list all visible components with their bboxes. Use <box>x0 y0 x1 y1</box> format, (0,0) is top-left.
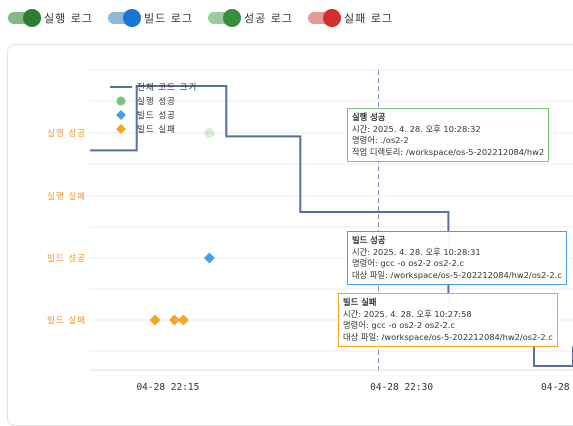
switch-knob <box>322 9 341 27</box>
switch-track <box>207 9 241 27</box>
tooltip-build-fail: 빌드 실패 시간: 2025. 4. 28. 오후 10:27:58 명령어: … <box>338 293 558 347</box>
legend-label: 전체 코드 크기 <box>137 82 197 93</box>
run-success-point <box>204 128 215 138</box>
x-tick-label: 04-28 <box>541 382 570 393</box>
y-axis-label: 빌드 실패 <box>47 315 86 326</box>
y-axis-label: 실행 성공 <box>47 128 86 139</box>
tooltip-title: 실행 성공 <box>352 112 386 122</box>
legend-circle-swatch <box>116 96 126 106</box>
tooltip-time: 시간: 2025. 4. 28. 오후 10:28:32 <box>352 123 481 134</box>
tooltip-run-success: 실행 성공 시간: 2025. 4. 28. 오후 10:28:32 명령어: … <box>347 108 550 162</box>
switch-track <box>307 9 341 27</box>
toggle-fail-log[interactable]: 실패 로그 <box>307 9 393 27</box>
build-fail-point <box>177 314 189 326</box>
y-axis-label: 빌드 성공 <box>47 253 86 264</box>
log-filter-toggles: 실행 로그 빌드 로그 성공 로그 실패 로그 <box>8 8 408 28</box>
toggle-build-log[interactable]: 빌드 로그 <box>107 9 193 27</box>
y-axis-label: 실행 실패 <box>47 191 86 202</box>
tooltip-path: 작업 디렉토리: /workspace/os-5-202212084/hw2 <box>352 146 545 157</box>
tooltip-command: 명령어: gcc -o os2-2 os2-2.c <box>343 320 455 330</box>
build-fail-point <box>149 314 161 326</box>
toggle-label: 실패 로그 <box>343 12 393 25</box>
tooltip-title: 빌드 실패 <box>343 297 377 307</box>
tooltip-time: 시간: 2025. 4. 28. 오후 10:28:31 <box>352 246 481 257</box>
legend-diamond-swatch <box>116 110 126 120</box>
toggle-label: 빌드 로그 <box>143 12 193 25</box>
legend-label: 빌드 성공 <box>137 110 176 121</box>
switch-track <box>8 9 41 27</box>
x-tick-label: 04-28 22:30 <box>370 382 433 393</box>
code-size-line <box>90 85 573 367</box>
legend-diamond-swatch <box>116 124 126 134</box>
switch-knob <box>122 9 141 27</box>
switch-knob <box>23 9 41 27</box>
legend-label: 빌드 실패 <box>137 124 176 135</box>
switch-track <box>107 9 141 27</box>
toggle-run-log[interactable]: 실행 로그 <box>8 9 93 27</box>
legend-label: 실행 성공 <box>137 96 176 107</box>
switch-knob <box>222 9 241 27</box>
x-tick-label: 04-28 22:15 <box>136 382 199 393</box>
build-fail-point <box>168 314 180 326</box>
tooltip-time: 시간: 2025. 4. 28. 오후 10:27:58 <box>343 308 472 319</box>
tooltip-title: 빌드 성공 <box>352 235 386 245</box>
build-success-point <box>203 252 215 264</box>
toggle-label: 실행 로그 <box>44 12 93 25</box>
tooltip-path: 대상 파일: /workspace/os-5-202212084/hw2/os2… <box>352 269 562 280</box>
toggle-success-log[interactable]: 성공 로그 <box>207 9 293 27</box>
tooltip-path: 대상 파일: /workspace/os-5-202212084/hw2/os2… <box>343 331 553 342</box>
tooltip-build-success: 빌드 성공 시간: 2025. 4. 28. 오후 10:28:31 명령어: … <box>347 231 567 285</box>
tooltip-command: 명령어: ./os2-2 <box>352 135 409 145</box>
toggle-label: 성공 로그 <box>243 12 293 25</box>
tooltip-command: 명령어: gcc -o os2-2 os2-2.c <box>352 258 464 268</box>
